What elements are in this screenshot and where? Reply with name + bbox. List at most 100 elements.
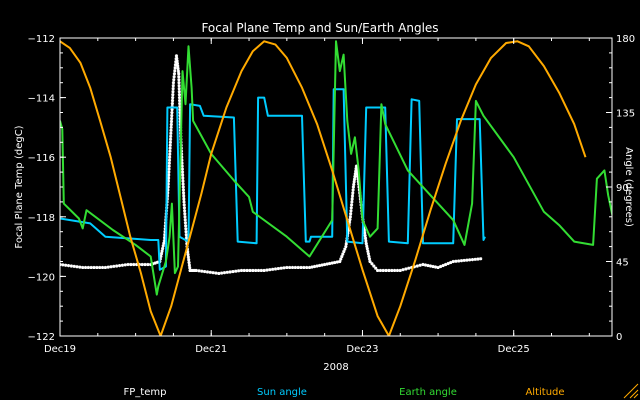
- fp-temp-marker: [171, 93, 175, 97]
- fp-temp-marker: [177, 87, 181, 91]
- fp-temp-marker: [348, 217, 352, 222]
- fp-temp-marker: [476, 257, 480, 261]
- fp-temp-marker: [170, 101, 174, 106]
- fp-temp-marker: [401, 268, 405, 272]
- fp-temp-marker: [344, 245, 348, 249]
- fp-temp-marker: [197, 269, 201, 273]
- fp-temp-marker: [328, 261, 332, 266]
- fp-temp-marker: [339, 257, 343, 261]
- series-sun-angle-line: [60, 88, 486, 271]
- fp-temp-marker: [171, 87, 175, 91]
- fp-temp-marker: [364, 239, 368, 243]
- fp-temp-marker: [205, 270, 210, 274]
- fp-temp-marker: [178, 98, 182, 103]
- fp-temp-marker: [352, 180, 356, 184]
- fp-temp-marker: [248, 268, 252, 273]
- fp-temp-marker: [178, 116, 182, 121]
- fp-temp-marker: [163, 230, 167, 234]
- fp-temp-marker: [159, 254, 163, 258]
- fp-temp-marker: [349, 209, 353, 213]
- fp-temp-marker: [168, 143, 172, 147]
- fp-temp-marker: [167, 161, 171, 165]
- fp-temp-marker: [180, 161, 184, 165]
- fp-temp-marker: [290, 265, 295, 270]
- fp-temp-marker: [395, 268, 400, 273]
- fp-temp-marker: [123, 263, 127, 267]
- fp-temp-marker: [433, 265, 438, 269]
- fp-temp-marker: [410, 265, 414, 270]
- fp-temp-marker: [370, 262, 374, 266]
- fp-temp-marker: [354, 164, 359, 168]
- fp-temp-marker: [86, 265, 90, 270]
- fp-temp-marker: [169, 119, 174, 124]
- fp-temp-marker: [95, 265, 99, 270]
- fp-temp-marker: [109, 265, 113, 269]
- fp-temp-marker: [158, 257, 162, 261]
- fp-temp-marker: [177, 72, 181, 76]
- fp-temp-marker: [166, 176, 171, 180]
- fp-temp-marker: [273, 267, 278, 271]
- fp-temp-marker: [181, 188, 186, 192]
- y-left-tick-label: −120: [28, 272, 55, 283]
- fp-temp-marker: [459, 259, 464, 263]
- fp-temp-marker: [170, 110, 174, 115]
- fp-temp-marker: [239, 268, 244, 273]
- fp-temp-marker: [151, 262, 155, 266]
- fp-temp-marker: [251, 268, 255, 273]
- fp-temp-marker: [225, 270, 229, 274]
- fp-temp-marker: [299, 265, 303, 270]
- fp-temp-marker: [66, 263, 71, 268]
- fp-temp-marker: [211, 271, 215, 275]
- fp-temp-marker: [407, 266, 411, 270]
- fp-temp-marker: [188, 266, 192, 270]
- fp-temp-marker: [367, 257, 372, 261]
- series-earth-angle-line: [60, 40, 612, 296]
- fp-temp-marker: [220, 271, 224, 275]
- fp-temp-marker: [75, 265, 79, 269]
- fp-temp-marker: [439, 264, 443, 269]
- fp-temp-marker: [340, 254, 344, 259]
- fp-temp-marker: [184, 230, 188, 234]
- fp-temp-marker: [214, 271, 218, 275]
- fp-temp-marker: [161, 244, 165, 248]
- fp-temp-marker: [362, 228, 366, 232]
- fp-temp-marker: [167, 170, 171, 174]
- fp-temp-marker: [83, 265, 88, 270]
- fp-temp-marker: [169, 134, 173, 138]
- fp-temp-marker: [372, 264, 376, 268]
- fp-temp-marker: [170, 113, 174, 118]
- fp-temp-marker: [178, 113, 182, 118]
- fp-temp-marker: [177, 75, 181, 79]
- fp-temp-marker: [168, 149, 172, 153]
- fp-temp-marker: [171, 96, 175, 100]
- fp-temp-marker: [335, 260, 339, 264]
- fp-temp-marker: [349, 212, 353, 216]
- fp-temp-marker: [347, 220, 352, 224]
- chart-title: Focal Plane Temp and Sun/Earth Angles: [201, 21, 438, 35]
- fp-temp-marker: [180, 164, 184, 168]
- fp-temp-marker: [64, 263, 68, 267]
- fp-temp-marker: [323, 262, 327, 267]
- fp-temp-marker: [217, 271, 221, 276]
- fp-temp-marker: [351, 188, 355, 192]
- fp-temp-marker: [183, 212, 187, 216]
- y-left-tick-label: −118: [28, 213, 55, 224]
- fp-temp-marker: [163, 227, 167, 231]
- fp-temp-marker: [462, 258, 466, 263]
- fp-temp-marker: [343, 247, 347, 251]
- fp-temp-marker: [177, 78, 181, 82]
- fp-temp-marker: [353, 174, 357, 179]
- fp-temp-marker: [178, 107, 182, 112]
- fp-temp-marker: [61, 263, 65, 267]
- legend-entry-fp-temp: FP_temp: [124, 387, 167, 398]
- fp-temp-marker: [344, 242, 348, 246]
- fp-temp-marker: [375, 268, 380, 273]
- fp-temp-marker: [178, 101, 182, 106]
- fp-temp-marker: [170, 107, 174, 112]
- resize-handle-icon[interactable]: [623, 383, 639, 399]
- y-axis-right-label: Angle (degrees): [623, 147, 634, 227]
- legend: FP_temp Sun angle Earth angle Altitude: [124, 387, 565, 398]
- fp-temp-marker: [81, 265, 85, 270]
- fp-temp-marker: [181, 182, 185, 186]
- fp-temp-marker: [350, 197, 354, 201]
